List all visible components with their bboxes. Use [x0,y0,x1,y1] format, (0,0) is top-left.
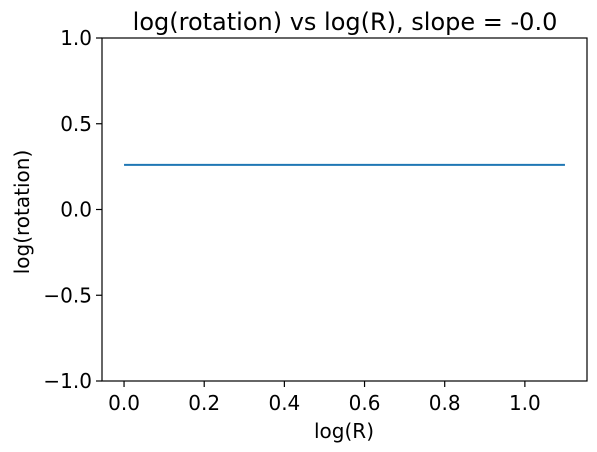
plot-frame [101,37,588,382]
x-tick-label: 0.8 [429,391,461,415]
y-tick-label: −0.5 [43,283,92,307]
x-tick-label: 0.2 [188,391,220,415]
y-tick-label: 0.0 [60,198,92,222]
x-axis: 0.0 0.2 0.4 0.6 0.8 1.0 [108,381,541,415]
y-tick-label: 1.0 [60,26,92,50]
y-axis-label: log(rotation) [10,150,34,275]
y-axis: −1.0 −0.5 0.0 0.5 1.0 [43,26,102,393]
plot-area [101,37,588,382]
x-tick-label: 0.6 [349,391,381,415]
x-tick-label: 1.0 [509,391,541,415]
y-tick-label: 0.5 [60,112,92,136]
y-tick-label: −1.0 [43,369,92,393]
chart-title: log(rotation) vs log(R), slope = -0.0 [133,8,558,36]
x-tick-label: 0.4 [268,391,300,415]
x-axis-label: log(R) [314,419,374,443]
x-tick-label: 0.0 [108,391,140,415]
